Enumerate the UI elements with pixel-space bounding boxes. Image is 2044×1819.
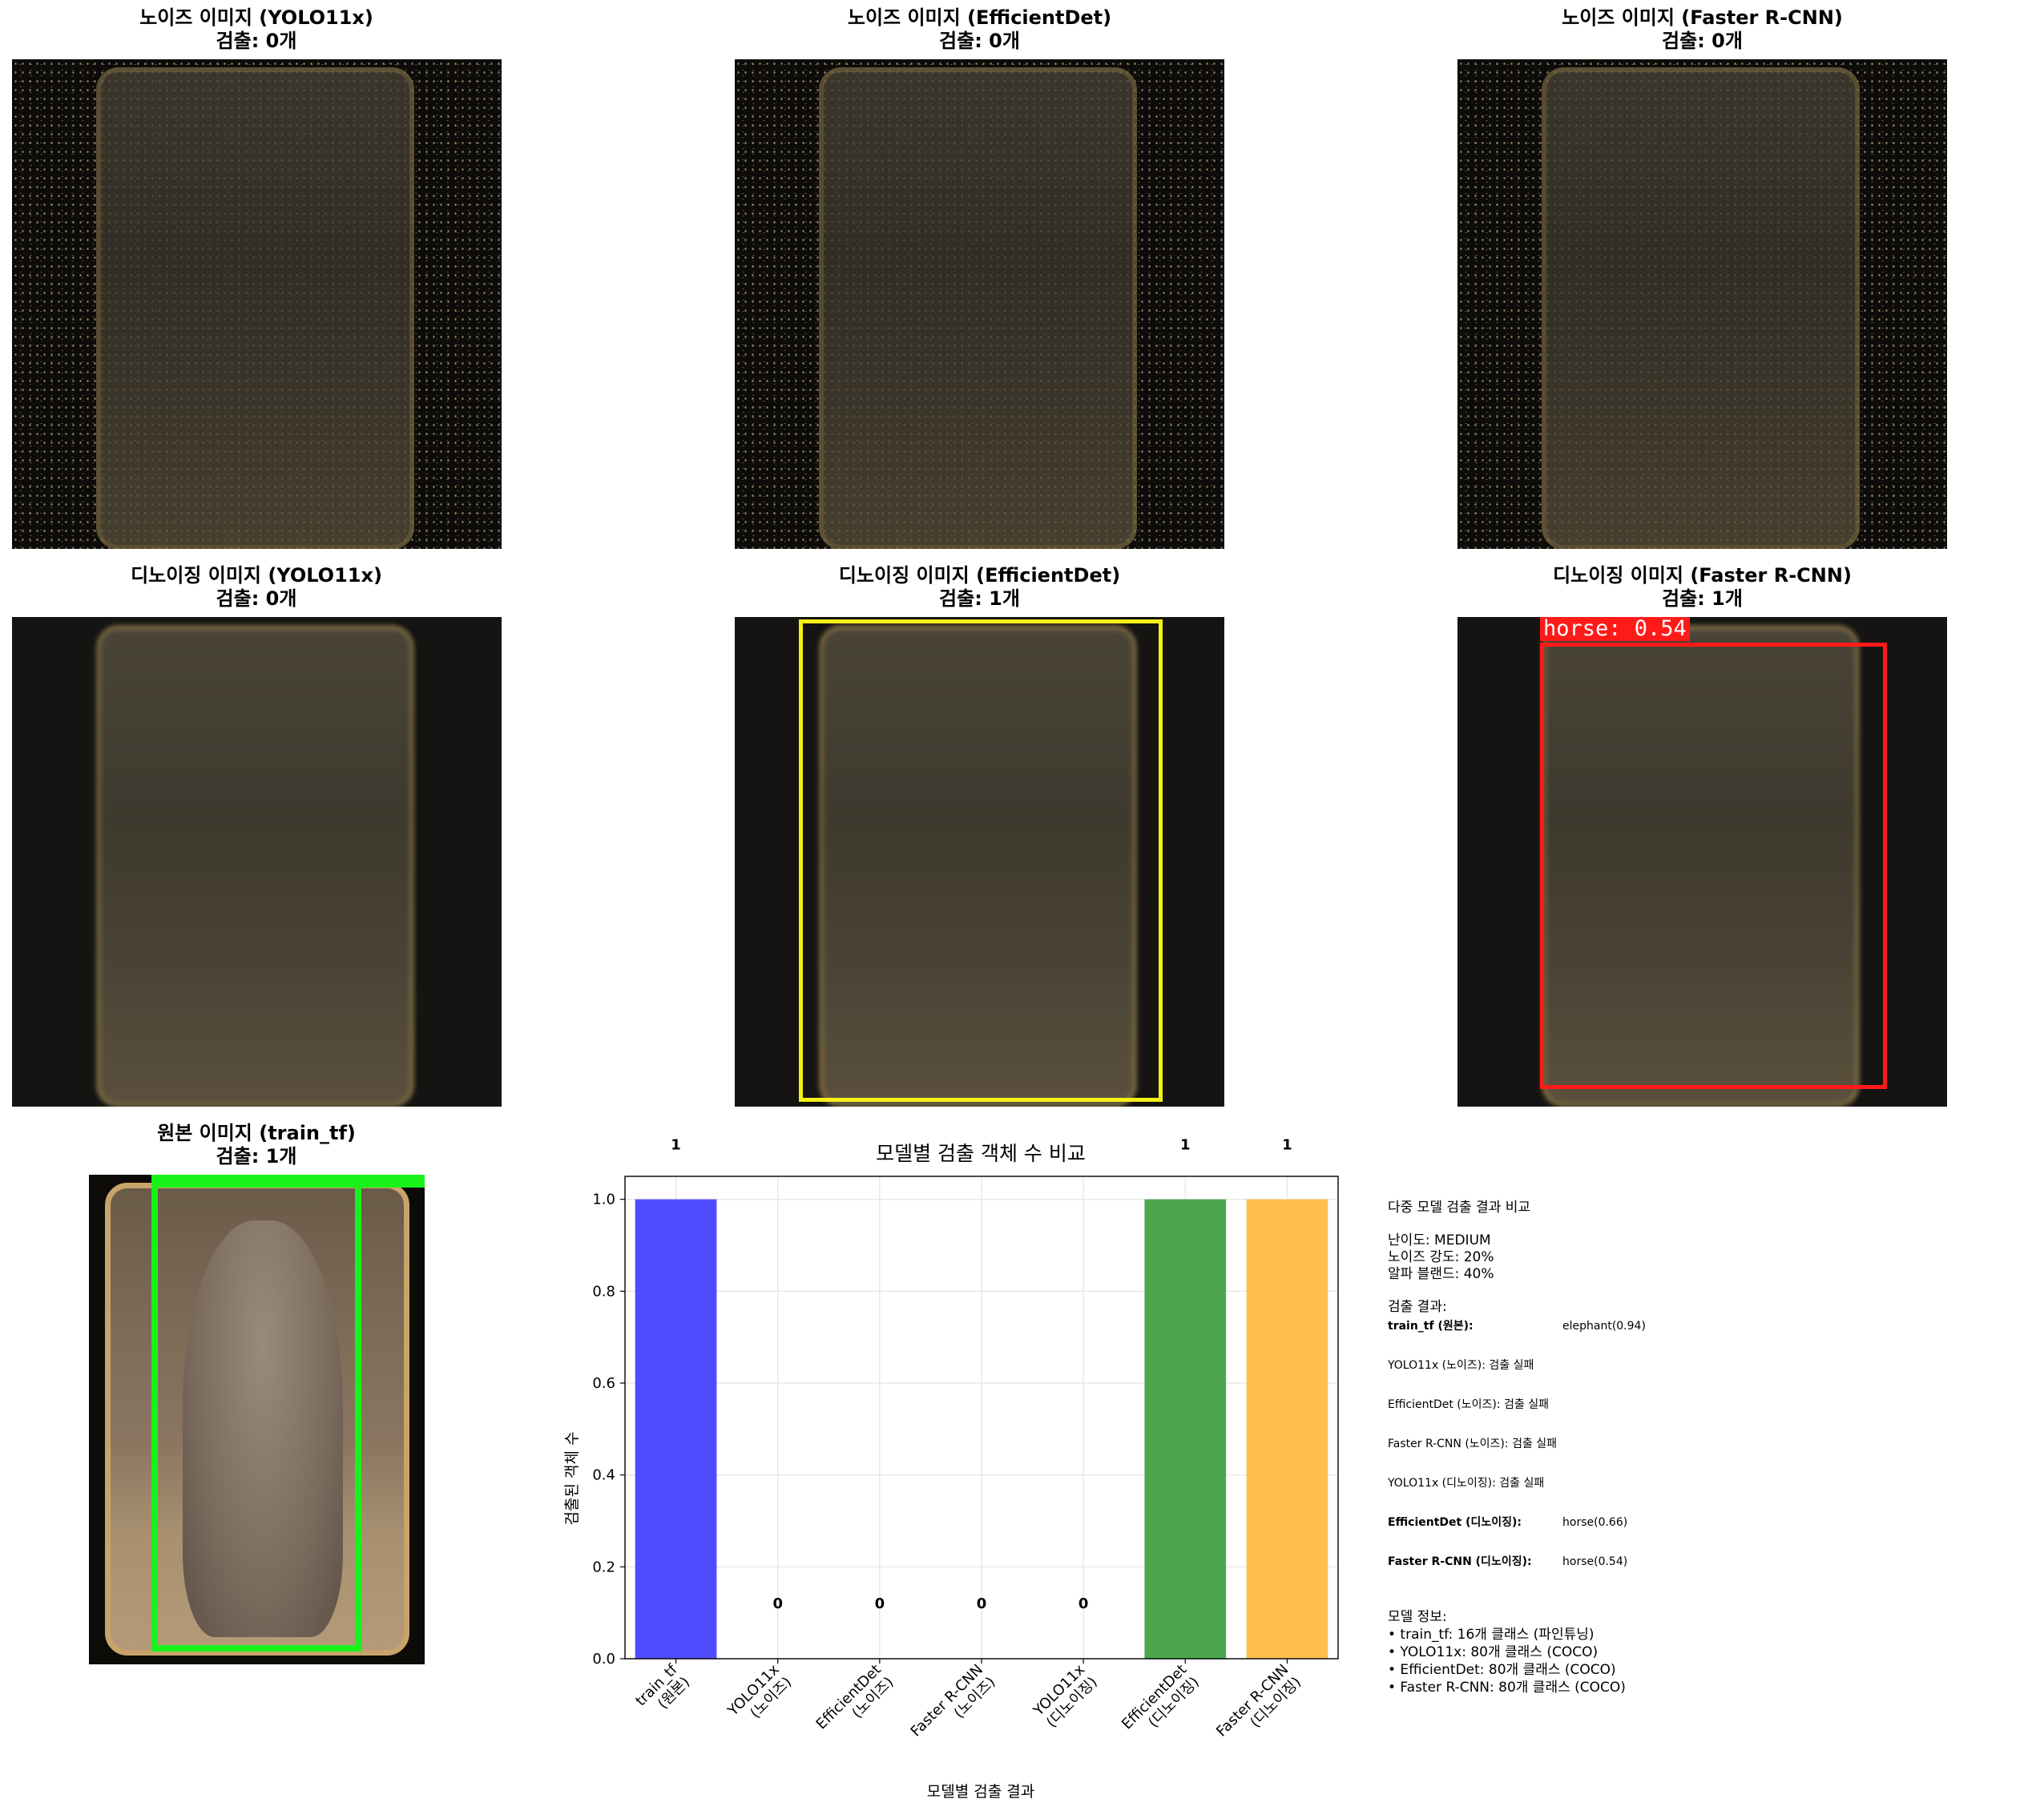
y-tick-label: 0.8 <box>592 1283 615 1300</box>
value-label: 0 <box>977 1595 987 1612</box>
x-tick-label: train_tf(원본) <box>632 1661 693 1712</box>
model-info-line: • EfficientDet: 80개 클래스 (COCO) <box>1388 1662 1616 1678</box>
info-heading: 다중 모델 검출 결과 비교 <box>1388 1200 1531 1216</box>
original-image <box>89 1175 425 1664</box>
y-tick-label: 0.2 <box>592 1559 615 1575</box>
noisy-image <box>12 59 502 549</box>
elephant-photo <box>1542 625 1860 1107</box>
elephant-photo <box>1542 67 1860 549</box>
result-value: elephant(0.94) <box>1562 1320 1646 1333</box>
bar <box>1144 1199 1227 1659</box>
info-difficulty: 난이도: MEDIUM <box>1388 1232 1491 1248</box>
value-label: 0 <box>1078 1595 1089 1612</box>
y-axis-label: 검출된 객체 수 <box>563 1432 581 1526</box>
elephant-shape <box>183 1220 343 1637</box>
model-info-line: • YOLO11x: 80개 클래스 (COCO) <box>1388 1644 1599 1660</box>
panel-title: 노이즈 이미지 (YOLO11x) 검출: 0개 <box>139 6 373 52</box>
chart-bars: 1 0 0 0 0 1 1 <box>635 1137 1328 1659</box>
noisy-image <box>1457 59 1947 549</box>
value-label: 1 <box>1180 1137 1191 1154</box>
panel-title: 디노이징 이미지 (YOLO11x) 검출: 0개 <box>131 564 382 610</box>
denoised-image <box>735 617 1224 1107</box>
value-label: 1 <box>671 1137 681 1154</box>
noisy-image <box>735 59 1224 549</box>
x-tick-label: YOLO11x(디노이징) <box>1030 1661 1101 1731</box>
detection-label: horse: 0.54 <box>1540 617 1690 641</box>
denoised-image: horse: 0.54 <box>1457 617 1947 1107</box>
result-value: horse(0.66) <box>1562 1516 1628 1529</box>
x-axis-label: 모델별 검출 결과 <box>927 1783 1034 1801</box>
x-tick-label: EfficientDet(디노이징) <box>1119 1661 1203 1732</box>
panel-title: 노이즈 이미지 (Faster R-CNN) 검출: 0개 <box>1562 6 1843 52</box>
info-model-heading: 모델 정보: <box>1388 1609 1447 1625</box>
elephant-photo <box>819 67 1137 549</box>
plot-frame <box>624 1176 1339 1660</box>
x-tick-label: YOLO11x(노이즈) <box>724 1661 796 1722</box>
value-label: 1 <box>1282 1137 1292 1154</box>
y-tick-label: 1.0 <box>592 1192 615 1208</box>
info-alpha: 알파 블랜드: 40% <box>1388 1266 1494 1282</box>
x-tick-label: Faster R-CNN(디노이징) <box>1213 1661 1304 1740</box>
x-tick-label: EfficientDet(노이즈) <box>813 1661 897 1732</box>
result-label: YOLO11x (디노이징): 검출 실패 <box>1388 1477 1545 1490</box>
chart-grid <box>625 1176 1338 1660</box>
result-label: EfficientDet (디노이징): <box>1388 1516 1522 1529</box>
info-results-heading: 검출 결과: <box>1388 1299 1447 1315</box>
elephant-photo <box>819 625 1137 1107</box>
model-info-line: • train_tf: 16개 클래스 (파인튜닝) <box>1388 1627 1594 1643</box>
model-info-line: • Faster R-CNN: 80개 클래스 (COCO) <box>1388 1680 1626 1696</box>
info-noise: 노이즈 강도: 20% <box>1388 1249 1494 1265</box>
result-value: horse(0.54) <box>1562 1555 1628 1568</box>
elephant-photo <box>96 67 414 549</box>
panel-title: 디노이징 이미지 (Faster R-CNN) 검출: 1개 <box>1553 564 1852 610</box>
bar <box>635 1199 717 1659</box>
y-tick-label: 0.4 <box>592 1467 615 1484</box>
detection-box <box>799 619 1163 1102</box>
detection-label-bar <box>151 1175 425 1188</box>
panel-title: 노이즈 이미지 (EfficientDet) 검출: 0개 <box>847 6 1112 52</box>
result-label: Faster R-CNN (노이즈): 검출 실패 <box>1388 1438 1558 1450</box>
denoised-image <box>12 617 502 1107</box>
result-label: YOLO11x (노이즈): 검출 실패 <box>1388 1359 1534 1372</box>
detection-box <box>151 1177 361 1652</box>
value-label: 0 <box>875 1595 885 1612</box>
value-label: 0 <box>772 1595 783 1612</box>
panel-title: 원본 이미지 (train_tf) 검출: 1개 <box>157 1122 356 1168</box>
y-tick-label: 0.6 <box>592 1375 615 1392</box>
result-label: Faster R-CNN (디노이징): <box>1388 1555 1532 1568</box>
chart-title: 모델별 검출 객체 수 비교 <box>876 1142 1086 1165</box>
x-tick-label: Faster R-CNN(노이즈) <box>908 1661 999 1740</box>
detection-box <box>1540 643 1887 1089</box>
result-label: train_tf (원본): <box>1388 1320 1474 1333</box>
detection-count-chart: 모델별 검출 객체 수 비교 1 0 0 0 0 1 1 0.0 0.2 0.4 0.6 0.8 1.… <box>563 1137 1339 1801</box>
bar <box>1246 1199 1328 1659</box>
panel-title: 디노이징 이미지 (EfficientDet) 검출: 1개 <box>838 564 1121 610</box>
result-label: EfficientDet (노이즈): 검출 실패 <box>1388 1398 1549 1411</box>
y-tick-label: 0.0 <box>592 1651 615 1668</box>
elephant-photo <box>96 625 414 1107</box>
